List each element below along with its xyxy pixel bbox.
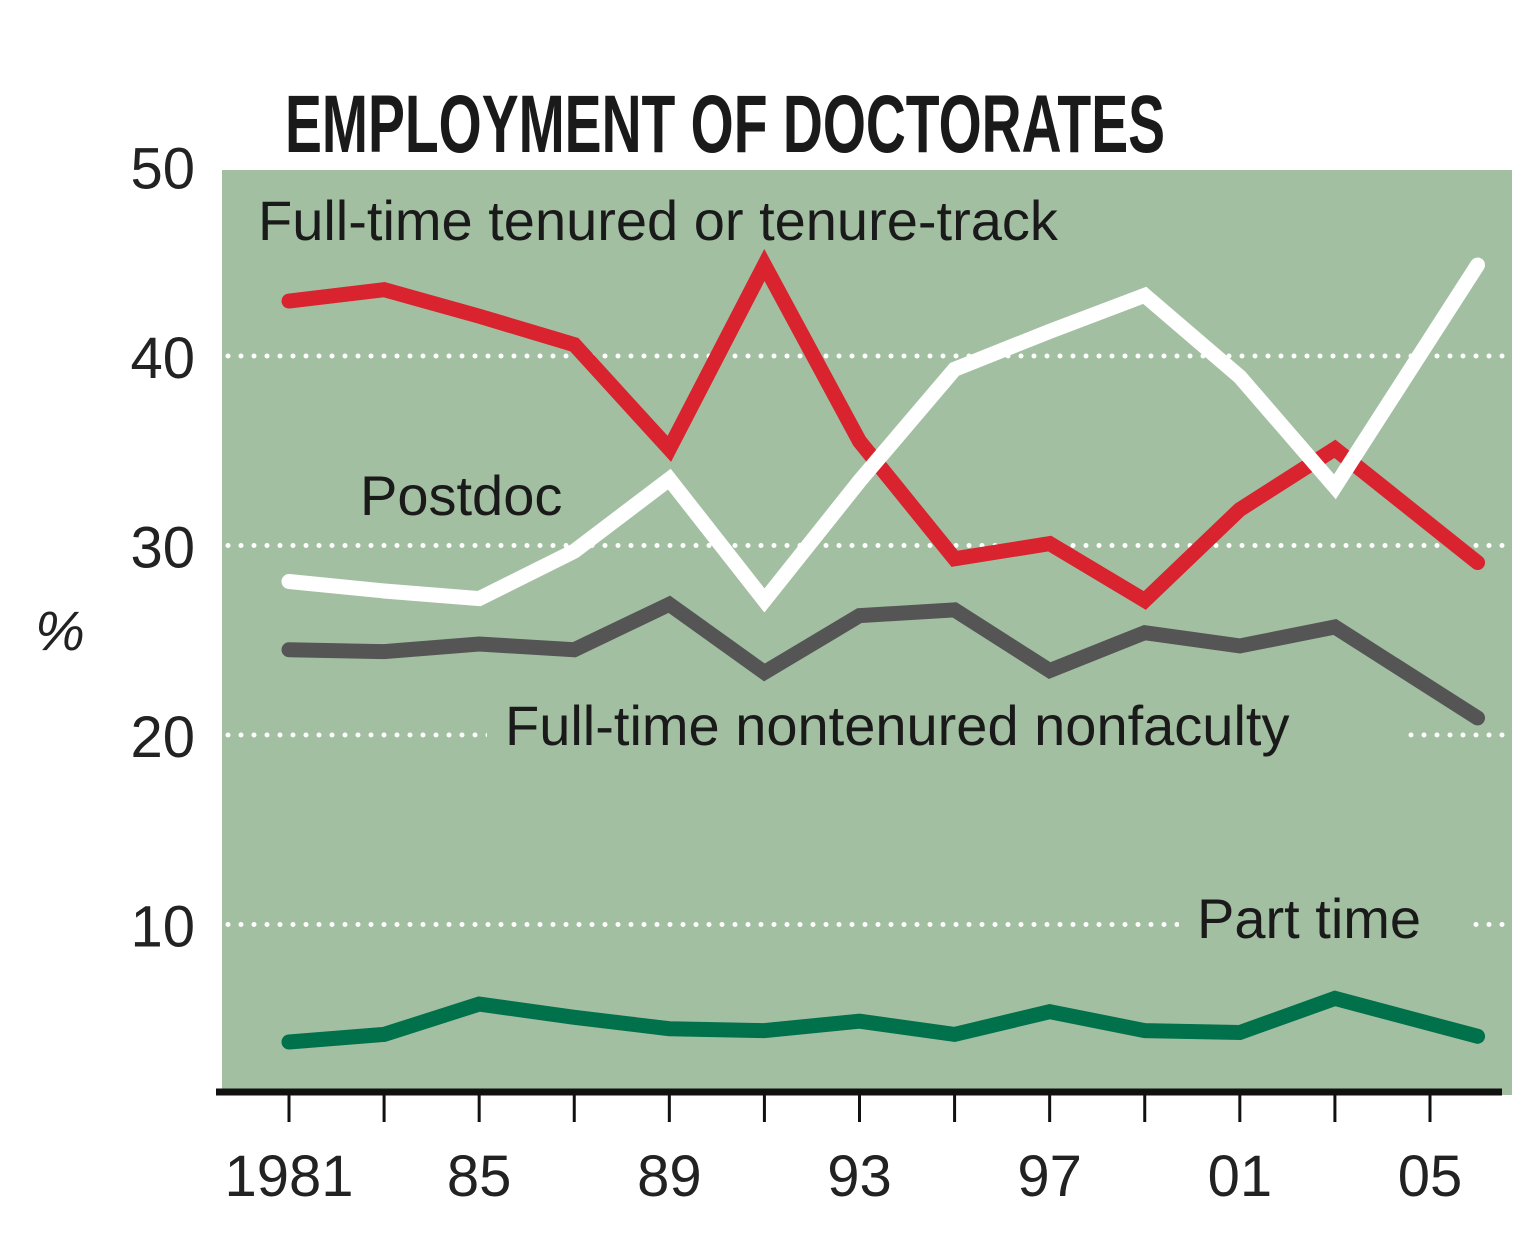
data-point-postdoc [1475,263,1480,268]
series-label-tenured: Full-time tenured or tenure-track [258,189,1059,252]
x-tick-label: 1981 [224,1144,353,1209]
x-tick-label: 05 [1398,1144,1463,1209]
x-tick-label: 85 [447,1144,512,1209]
data-point-parttime [287,1039,291,1044]
data-point-tenured [477,314,482,319]
series-label-postdoc: Postdoc [360,464,562,527]
data-point-parttime [1047,1009,1052,1014]
data-point-tenured [952,556,957,561]
y-tick-label: 50 [130,137,195,202]
x-tick-label: 97 [1017,1144,1082,1209]
x-tick-label: 89 [637,1144,702,1209]
data-point-nontenured [1237,643,1242,648]
data-point-parttime [1475,1034,1480,1039]
data-point-tenured [1047,541,1052,546]
data-point-tenured [382,287,387,292]
data-point-nontenured [857,613,862,618]
data-point-nontenured [477,642,482,647]
y-tick-label: 20 [130,705,195,770]
data-point-parttime [477,1002,482,1007]
data-point-tenured [857,439,862,444]
data-point-tenured [1237,507,1242,512]
data-point-postdoc [762,598,767,603]
data-point-parttime [857,1019,862,1024]
data-point-tenured [762,263,767,268]
data-point-nontenured [382,649,387,654]
y-tick-label: 40 [130,326,195,391]
data-point-nontenured [1142,630,1147,635]
x-tick-label: 93 [827,1144,892,1209]
y-axis-label: % [35,599,85,662]
data-point-postdoc [857,479,862,484]
data-point-nontenured [762,670,767,675]
data-point-postdoc [952,367,957,372]
y-tick-label: 30 [130,516,195,581]
data-point-nontenured [952,607,957,612]
chart-title: EMPLOYMENT OF DOCTORATES [285,79,1165,170]
data-point-postdoc [1332,484,1337,489]
data-point-postdoc [382,588,387,593]
data-point-nontenured [572,647,577,652]
x-tick-label: 01 [1208,1144,1273,1209]
data-point-postdoc [1047,329,1052,334]
data-point-tenured [1332,446,1337,451]
data-point-tenured [667,446,672,451]
data-point-tenured [287,299,291,304]
data-point-nontenured [1332,624,1337,629]
series-label-nontenured: Full-time nontenured nonfaculty [505,694,1289,757]
data-point-parttime [382,1032,387,1037]
data-point-postdoc [1237,374,1242,379]
data-point-parttime [1237,1030,1242,1035]
data-point-nontenured [287,647,291,652]
data-point-parttime [1142,1028,1147,1033]
data-point-tenured [1475,560,1480,565]
data-point-nontenured [667,602,672,607]
data-point-postdoc [667,477,672,482]
y-tick-label: 10 [130,895,195,960]
data-point-parttime [1332,996,1337,1001]
data-point-nontenured [1047,668,1052,673]
data-point-postdoc [1142,293,1147,298]
data-point-tenured [1142,598,1147,603]
data-point-postdoc [477,596,482,601]
data-point-parttime [762,1028,767,1033]
data-point-parttime [667,1026,672,1031]
data-point-nontenured [1475,715,1480,720]
data-point-postdoc [572,549,577,554]
data-point-parttime [952,1032,957,1037]
data-point-parttime [572,1015,577,1020]
data-point-tenured [572,342,577,347]
series-label-parttime: Part time [1197,887,1421,950]
data-point-postdoc [287,579,291,584]
